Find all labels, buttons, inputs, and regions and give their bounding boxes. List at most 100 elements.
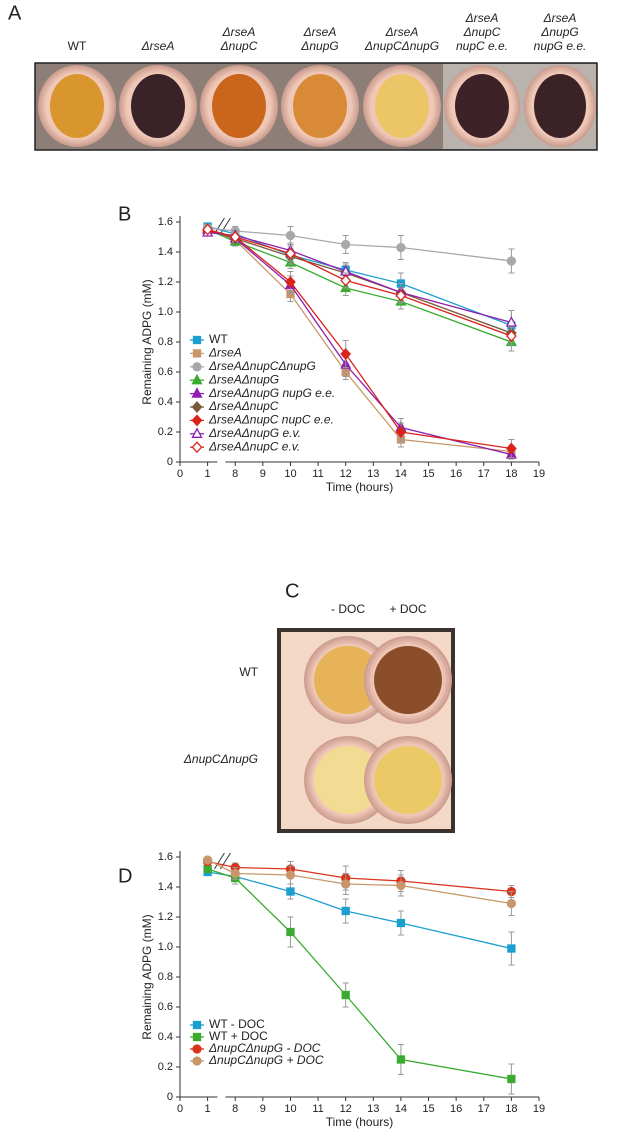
- legend-label: ΔrseAΔnupG: [208, 372, 279, 386]
- marker: [506, 442, 517, 455]
- data-line: [207, 860, 512, 893]
- y-tick-label: 0.6: [158, 1001, 173, 1013]
- x-tick-label: 15: [422, 468, 434, 480]
- data-line: [207, 871, 512, 950]
- column-label: ΔrseA: [141, 39, 175, 53]
- column-label: + DOC: [389, 602, 426, 616]
- axis-break: [219, 852, 231, 870]
- y-tick-label: 1.4: [158, 246, 173, 258]
- column-label: ΔnupCΔnupG: [364, 39, 439, 53]
- marker: [507, 944, 516, 953]
- x-tick-label: 16: [450, 468, 462, 480]
- column-label: nupC e.e.: [456, 39, 508, 53]
- y-tick-label: 1.0: [158, 941, 173, 953]
- photo-plate: [277, 628, 455, 833]
- marker: [285, 247, 296, 260]
- x-tick-label: 11: [312, 468, 323, 480]
- marker: [506, 256, 517, 266]
- x-tick-label: 13: [367, 1103, 379, 1115]
- column-label: nupG e.e.: [534, 39, 587, 53]
- row-label: ΔnupCΔnupG: [183, 752, 258, 766]
- x-tick-label: 18: [505, 468, 517, 480]
- marker: [340, 348, 352, 360]
- x-tick-label: 0: [177, 468, 183, 480]
- axis-break: [213, 852, 225, 870]
- y-tick-label: 0.2: [158, 1061, 173, 1073]
- marker: [286, 927, 295, 937]
- marker: [340, 274, 352, 287]
- y-axis-title: Remaining ADPG (mM): [140, 914, 154, 1039]
- marker: [507, 1074, 516, 1084]
- data-line: [207, 231, 512, 324]
- legend-marker: [192, 362, 202, 372]
- y-tick-label: 0.8: [158, 336, 173, 348]
- x-axis-title: Time (hours): [326, 1115, 394, 1129]
- legend-label: ΔrseAΔnupCΔnupG: [208, 359, 316, 373]
- column-label: ΔrseA: [465, 11, 499, 25]
- legend-marker: [191, 427, 203, 438]
- legend-marker: [191, 387, 203, 398]
- x-tick-label: 1: [205, 468, 211, 480]
- marker: [229, 231, 241, 243]
- marker: [396, 1055, 406, 1064]
- marker: [341, 990, 350, 1000]
- legend-marker: [192, 1032, 202, 1042]
- marker: [395, 426, 407, 438]
- marker: [396, 918, 406, 928]
- marker: [202, 223, 213, 236]
- data-line: [207, 225, 512, 327]
- x-tick-label: 14: [395, 1103, 407, 1115]
- x-axis-title: Time (hours): [326, 480, 394, 494]
- marker: [203, 864, 212, 874]
- y-tick-label: 0: [167, 1091, 173, 1103]
- column-label: - DOC: [331, 602, 365, 616]
- x-tick-label: 17: [478, 1103, 490, 1115]
- x-tick-label: 17: [478, 468, 490, 480]
- x-tick-label: 10: [284, 468, 296, 480]
- legend-label: ΔrseA: [208, 346, 242, 360]
- x-tick-label: 0: [177, 1103, 183, 1115]
- marker: [341, 906, 350, 916]
- legend-label: ΔrseAΔnupG nupG e.e.: [208, 386, 335, 400]
- column-label: ΔrseA: [543, 11, 577, 25]
- y-tick-label: 0.8: [158, 971, 173, 983]
- legend-marker: [191, 373, 203, 385]
- y-tick-label: 1.0: [158, 306, 173, 318]
- x-tick-label: 9: [260, 1103, 266, 1115]
- x-tick-label: 10: [284, 1103, 296, 1115]
- column-label: ΔnupC: [220, 39, 258, 53]
- y-tick-label: 1.4: [158, 881, 173, 893]
- x-tick-label: 12: [340, 1103, 352, 1115]
- marker: [396, 880, 406, 891]
- marker: [285, 870, 296, 880]
- legend-marker: [192, 1020, 202, 1030]
- row-label: WT: [239, 665, 258, 679]
- marker: [286, 887, 295, 896]
- panel-label: D: [118, 865, 132, 887]
- data-line: [207, 228, 512, 337]
- data-line: [207, 228, 512, 343]
- legend-label: ΔnupCΔnupG + DOC: [208, 1053, 324, 1067]
- x-tick-label: 13: [367, 468, 379, 480]
- y-axis-title: Remaining ADPG (mM): [140, 279, 154, 404]
- x-tick-label: 11: [312, 1103, 323, 1115]
- y-tick-label: 1.6: [158, 851, 173, 863]
- y-tick-label: 1.2: [158, 276, 173, 288]
- marker: [285, 230, 296, 241]
- x-tick-label: 8: [232, 468, 238, 480]
- data-line: [207, 859, 512, 905]
- legend-label: WT - DOC: [209, 1017, 265, 1031]
- panel-label: B: [118, 203, 131, 225]
- x-tick-label: 16: [450, 1103, 462, 1115]
- marker: [202, 855, 213, 865]
- column-label: ΔrseA: [222, 25, 256, 39]
- x-tick-label: 19: [533, 1103, 545, 1115]
- data-line: [207, 868, 512, 1080]
- x-tick-label: 15: [422, 1103, 434, 1115]
- y-tick-label: 0: [167, 456, 173, 468]
- x-tick-label: 19: [533, 468, 545, 480]
- y-tick-label: 0.2: [158, 426, 173, 438]
- column-label: ΔnupG: [300, 39, 338, 53]
- marker: [396, 242, 406, 253]
